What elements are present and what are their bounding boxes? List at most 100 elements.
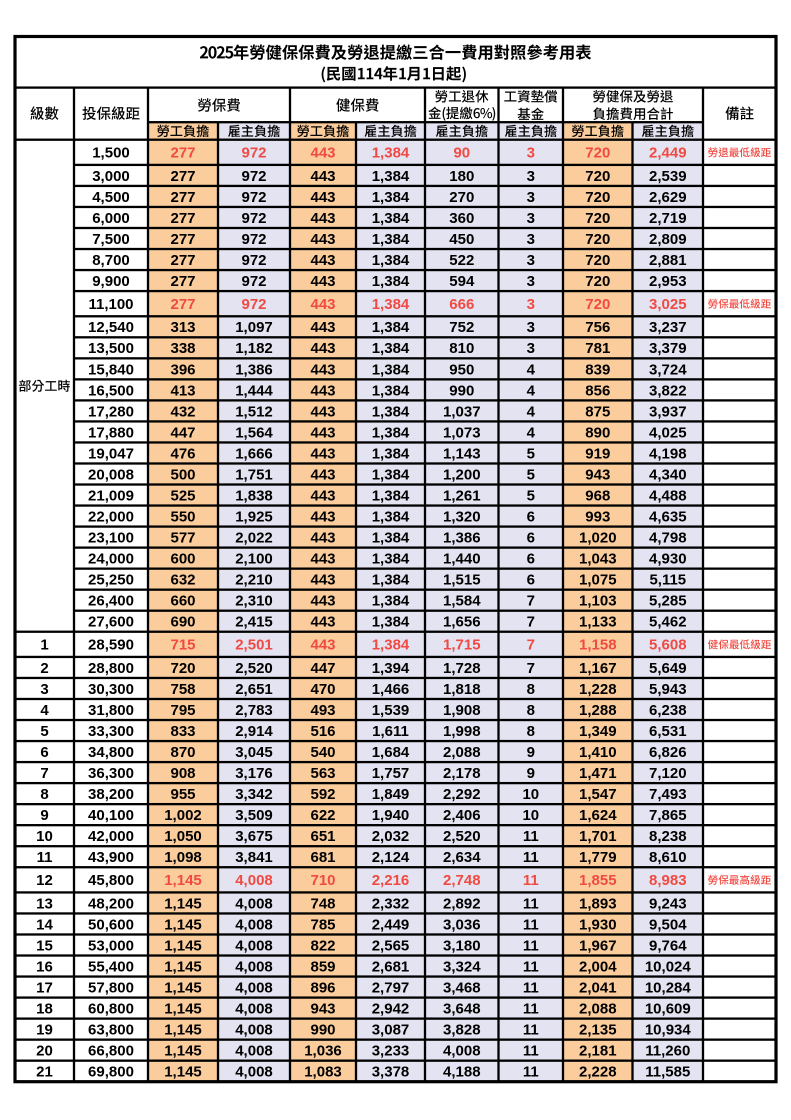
svg-text:443: 443	[310, 168, 335, 185]
svg-text:11: 11	[523, 1043, 539, 1060]
svg-text:993: 993	[585, 509, 610, 526]
svg-text:443: 443	[310, 145, 335, 162]
svg-text:795: 795	[170, 702, 195, 719]
svg-text:443: 443	[310, 424, 335, 441]
svg-text:3,822: 3,822	[649, 382, 687, 399]
svg-text:1,145: 1,145	[164, 1022, 202, 1039]
svg-text:443: 443	[310, 445, 335, 462]
svg-text:2,181: 2,181	[579, 1043, 617, 1060]
svg-text:443: 443	[310, 593, 335, 610]
svg-text:7: 7	[40, 765, 48, 782]
svg-text:6,531: 6,531	[649, 723, 687, 740]
svg-text:3: 3	[527, 145, 535, 162]
svg-text:7,493: 7,493	[649, 786, 687, 803]
svg-text:1,384: 1,384	[372, 382, 410, 399]
svg-text:1,584: 1,584	[443, 593, 481, 610]
svg-text:443: 443	[310, 382, 335, 399]
svg-text:972: 972	[241, 189, 266, 206]
svg-text:20,008: 20,008	[88, 466, 134, 483]
svg-text:1,838: 1,838	[235, 487, 273, 504]
svg-text:277: 277	[170, 296, 195, 313]
svg-text:1,384: 1,384	[372, 530, 410, 547]
svg-text:563: 563	[310, 765, 335, 782]
svg-text:1,145: 1,145	[164, 1043, 202, 1060]
svg-text:10: 10	[522, 786, 539, 803]
svg-text:1,656: 1,656	[443, 614, 481, 631]
svg-text:968: 968	[585, 487, 610, 504]
svg-text:443: 443	[310, 509, 335, 526]
svg-text:1,145: 1,145	[164, 937, 202, 954]
svg-text:23,100: 23,100	[88, 530, 134, 547]
svg-text:720: 720	[170, 660, 195, 677]
svg-text:4,500: 4,500	[92, 189, 130, 206]
svg-text:1,182: 1,182	[235, 340, 273, 357]
svg-text:2,783: 2,783	[235, 702, 273, 719]
svg-text:522: 522	[449, 252, 474, 269]
svg-text:4,488: 4,488	[649, 487, 687, 504]
svg-text:1,384: 1,384	[372, 273, 410, 290]
svg-text:11,260: 11,260	[645, 1043, 690, 1060]
svg-text:2: 2	[40, 660, 48, 677]
svg-text:1,998: 1,998	[443, 723, 481, 740]
svg-text:6: 6	[527, 530, 535, 547]
svg-text:360: 360	[449, 210, 474, 227]
svg-text:1,143: 1,143	[443, 445, 481, 462]
svg-text:2,520: 2,520	[443, 828, 481, 845]
svg-text:1,384: 1,384	[372, 168, 410, 185]
svg-text:1,384: 1,384	[372, 210, 410, 227]
svg-text:972: 972	[241, 273, 266, 290]
svg-text:8: 8	[527, 702, 535, 719]
svg-text:3,468: 3,468	[443, 980, 481, 997]
svg-text:3: 3	[527, 252, 535, 269]
svg-text:990: 990	[310, 1022, 335, 1039]
svg-text:3,828: 3,828	[443, 1022, 481, 1039]
svg-text:594: 594	[449, 273, 475, 290]
svg-text:577: 577	[170, 530, 195, 547]
svg-text:60,800: 60,800	[88, 1001, 134, 1018]
svg-text:277: 277	[170, 189, 195, 206]
svg-text:1,512: 1,512	[235, 403, 273, 420]
svg-text:7: 7	[527, 593, 535, 610]
svg-text:1,384: 1,384	[372, 231, 410, 248]
svg-text:3,000: 3,000	[92, 168, 130, 185]
svg-text:9: 9	[527, 765, 535, 782]
svg-text:31,800: 31,800	[88, 702, 134, 719]
svg-text:12,540: 12,540	[88, 319, 134, 336]
svg-text:1,073: 1,073	[443, 424, 481, 441]
svg-text:4: 4	[527, 361, 536, 378]
svg-text:1,145: 1,145	[164, 980, 202, 997]
svg-text:17,280: 17,280	[88, 403, 134, 420]
svg-text:5,462: 5,462	[649, 614, 687, 631]
svg-text:1,751: 1,751	[235, 466, 273, 483]
svg-text:8,983: 8,983	[649, 872, 687, 889]
svg-text:1,349: 1,349	[579, 723, 617, 740]
svg-text:2,449: 2,449	[649, 145, 687, 162]
svg-text:313: 313	[170, 319, 195, 336]
svg-text:5: 5	[40, 723, 48, 740]
svg-text:50,600: 50,600	[88, 916, 134, 933]
svg-text:17: 17	[36, 980, 53, 997]
svg-text:1,611: 1,611	[372, 723, 409, 740]
svg-text:2,178: 2,178	[443, 765, 481, 782]
svg-text:443: 443	[310, 319, 335, 336]
svg-text:8: 8	[527, 681, 535, 698]
svg-text:6: 6	[527, 509, 535, 526]
svg-text:16: 16	[36, 958, 53, 975]
svg-text:1,564: 1,564	[235, 424, 273, 441]
svg-text:1,036: 1,036	[304, 1043, 342, 1060]
svg-text:1,384: 1,384	[372, 340, 410, 357]
svg-text:2,565: 2,565	[372, 937, 410, 954]
svg-text:2,415: 2,415	[235, 614, 273, 631]
svg-text:785: 785	[310, 916, 335, 933]
svg-text:3: 3	[527, 340, 535, 357]
svg-text:1,386: 1,386	[443, 530, 481, 547]
svg-text:277: 277	[170, 210, 195, 227]
svg-text:1,757: 1,757	[372, 765, 410, 782]
svg-text:720: 720	[585, 231, 610, 248]
svg-text:525: 525	[170, 487, 195, 504]
svg-text:1,384: 1,384	[372, 551, 410, 568]
svg-text:4,008: 4,008	[235, 1064, 273, 1081]
svg-text:11: 11	[523, 916, 539, 933]
svg-text:3,180: 3,180	[443, 937, 481, 954]
svg-text:839: 839	[585, 361, 610, 378]
